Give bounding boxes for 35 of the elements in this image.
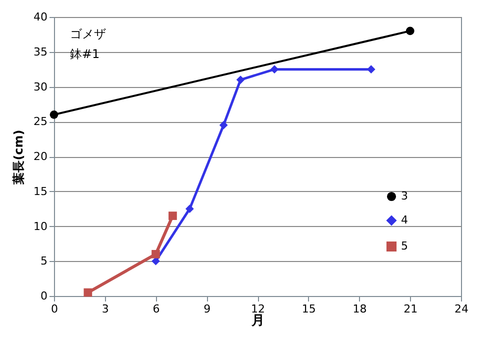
y-tick-label: 5 [40, 254, 48, 268]
point [152, 250, 160, 258]
x-tick-label: 18 [352, 302, 367, 316]
y-tick-label: 10 [34, 220, 48, 233]
x-axis-title: 月 [250, 314, 264, 328]
x-tick-label: 0 [51, 302, 58, 316]
point [168, 212, 177, 220]
x-tick-label: 3 [102, 302, 109, 316]
point [406, 26, 414, 36]
point [84, 288, 92, 297]
point [270, 65, 279, 74]
y-tick-label: 15 [34, 184, 48, 198]
annotation: ゴメザ [70, 27, 106, 41]
y-axis-title: 葉長(cm) [12, 130, 26, 186]
x-tick-label: 21 [404, 302, 418, 316]
point [236, 76, 245, 84]
x-tick-label: 6 [152, 302, 160, 316]
y-tick-label: 0 [40, 290, 48, 302]
point [366, 65, 376, 74]
x-tick-label: 9 [204, 302, 211, 316]
y-tick-label: 30 [34, 80, 48, 94]
legend-label: 3 [401, 190, 408, 202]
y-tick-label: 40 [34, 10, 48, 24]
point [219, 120, 228, 130]
y-tick-label: 35 [34, 45, 48, 58]
point [185, 204, 194, 213]
legend-label: 5 [401, 240, 408, 252]
x-tick-label: 24 [454, 302, 468, 316]
annotation: 鉢#1 [70, 47, 100, 61]
x-tick-label: 12 [251, 302, 265, 316]
y-tick-label: 20 [34, 150, 48, 163]
x-tick-label: 15 [302, 302, 316, 316]
legend-label: 4 [401, 214, 408, 226]
point [50, 110, 58, 119]
y-tick-label: 25 [34, 115, 48, 128]
